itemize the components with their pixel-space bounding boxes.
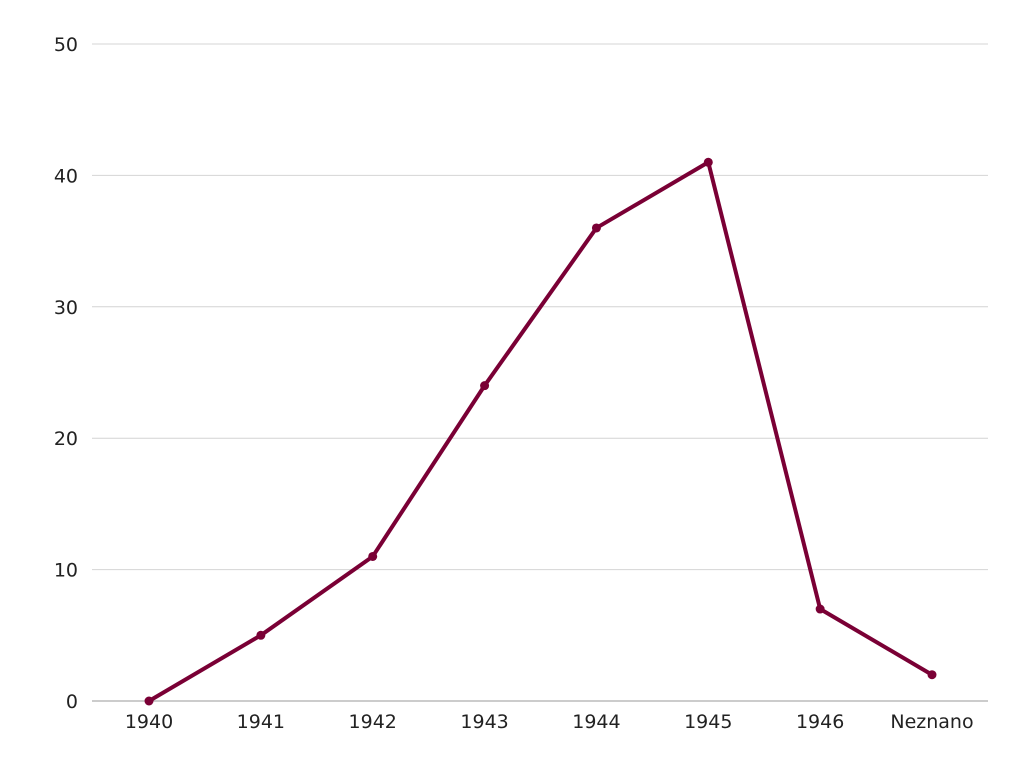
x-tick-label: 1943	[460, 711, 508, 733]
x-tick-label: 1941	[237, 711, 285, 733]
data-point	[927, 670, 937, 680]
y-tick-label: 50	[54, 34, 78, 56]
x-tick-label: 1945	[684, 711, 732, 733]
y-tick-label: 0	[66, 691, 78, 713]
x-axis-ticks: 1940 1941 1942 1943 1944 1945 1946 Neznano	[125, 711, 974, 733]
y-axis-ticks: 0 10 20 30 40 50	[54, 34, 78, 713]
data-point	[815, 604, 825, 614]
data-point	[480, 381, 490, 391]
data-point	[703, 157, 713, 167]
gridlines	[92, 43, 988, 702]
x-tick-label: 1942	[349, 711, 397, 733]
x-tick-label: 1944	[572, 711, 620, 733]
data-point	[591, 223, 601, 233]
data-point	[144, 696, 154, 706]
y-tick-label: 10	[54, 560, 78, 582]
x-tick-label: Neznano	[890, 711, 973, 733]
series-line	[147, 160, 934, 703]
y-tick-label: 20	[54, 428, 78, 450]
data-point	[256, 630, 266, 640]
x-tick-label: 1940	[125, 711, 173, 733]
data-point	[368, 551, 378, 561]
series-layer	[144, 157, 937, 706]
x-tick-label: 1946	[796, 711, 844, 733]
y-tick-label: 40	[54, 165, 78, 187]
y-tick-label: 30	[54, 297, 78, 319]
